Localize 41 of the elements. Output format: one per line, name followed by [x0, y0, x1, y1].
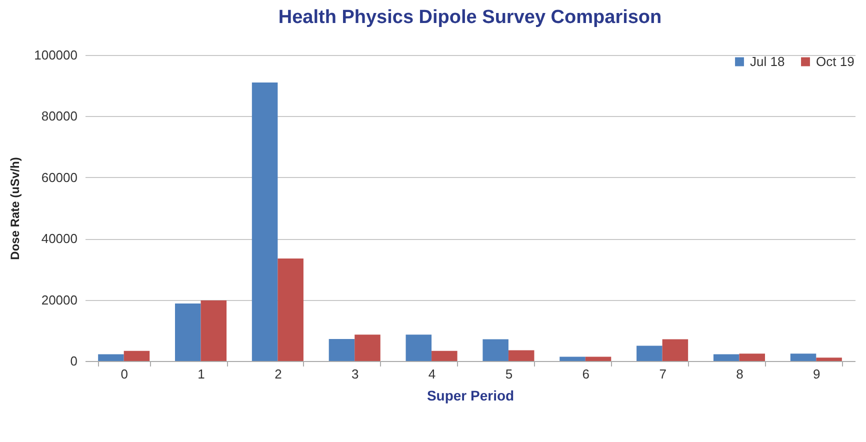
x-tick-label: 6 — [582, 366, 590, 382]
bar — [200, 300, 227, 361]
bar — [124, 350, 150, 361]
bar — [328, 338, 355, 361]
bar — [662, 339, 688, 361]
x-tick-label: 0 — [120, 366, 128, 382]
x-tick-label: 7 — [659, 366, 666, 382]
x-tick-label: 5 — [505, 366, 513, 382]
bar — [790, 354, 816, 361]
bar — [816, 358, 842, 361]
y-tick-label: 80000 — [41, 108, 78, 124]
bar — [585, 356, 612, 361]
y-tick-label: 40000 — [41, 231, 78, 246]
bar — [252, 82, 278, 361]
bar — [432, 350, 458, 361]
legend-label: Jul 18 — [750, 54, 785, 69]
bar — [739, 354, 765, 361]
y-tick-label: 20000 — [41, 292, 78, 308]
bar — [560, 356, 586, 361]
y-axis-title: Dose Rate (uSv/h) — [8, 157, 22, 260]
x-tick-label: 4 — [428, 366, 436, 382]
x-tick-label: 2 — [274, 366, 282, 382]
bar — [98, 354, 124, 361]
x-axis-title: Super Period — [426, 388, 514, 404]
bar — [482, 339, 508, 361]
y-tick-label: 0 — [70, 354, 78, 368]
bar — [175, 303, 201, 361]
x-tick-label: 3 — [352, 366, 359, 382]
chart-title: Health Physics Dipole Survey Comparison — [278, 7, 662, 28]
x-tick-label: 1 — [198, 366, 205, 382]
bar — [354, 334, 380, 361]
y-tick-label: 60000 — [41, 170, 78, 185]
legend-label: Oct 19 — [816, 54, 854, 69]
bar — [406, 334, 432, 361]
x-tick-label: 9 — [813, 366, 820, 382]
bar — [636, 346, 662, 361]
bar — [278, 258, 304, 361]
x-tick-label: 8 — [736, 366, 744, 382]
bar — [508, 350, 534, 361]
y-tick-label: 100000 — [34, 48, 78, 62]
bar — [713, 354, 740, 361]
